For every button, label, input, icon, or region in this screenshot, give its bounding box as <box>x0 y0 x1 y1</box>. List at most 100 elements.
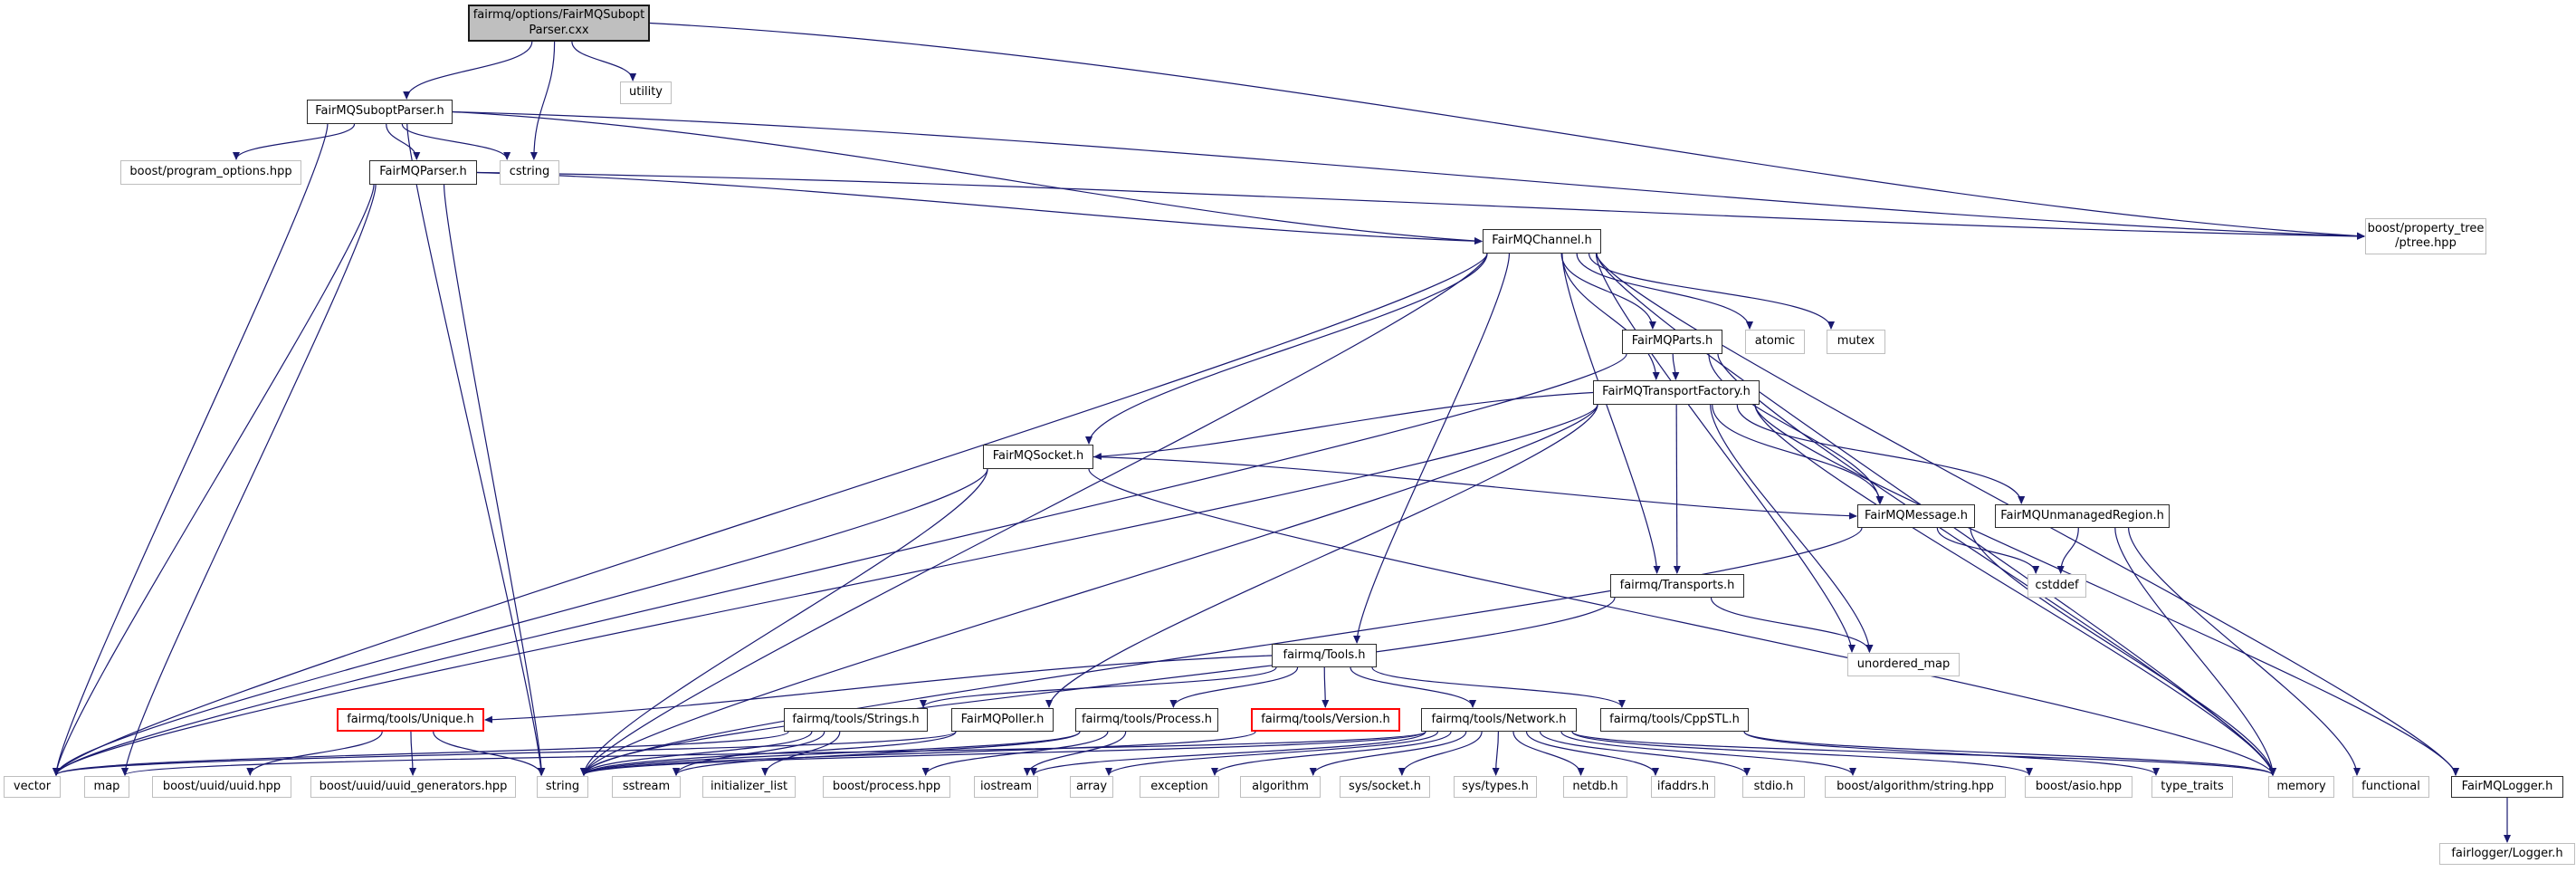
edge-strings_h-to-string <box>580 731 813 776</box>
edge-poller_h-to-vector <box>52 731 957 776</box>
node-algorithm: algorithm <box>1240 776 1321 798</box>
edge-channel_h-to-mutex <box>1588 253 1835 330</box>
edge-socket_h-to-message_h <box>1092 455 1857 520</box>
edge-transports_h-to-unordered_map <box>1710 597 1874 653</box>
edge-suboptparser_h-to-string <box>406 123 545 776</box>
edge-tools_h-to-version_h <box>1321 666 1330 708</box>
edge-process_h-to-string <box>580 731 1081 776</box>
node-transportfactory[interactable]: FairMQTransportFactory.h <box>1593 380 1760 405</box>
node-label-strings_h: fairmq/tools/Strings.h <box>792 712 920 726</box>
node-label-cxx: fairmq/options/FairMQSubopt Parser.cxx <box>472 8 645 37</box>
edge-suboptparser_h-to-parser_h <box>386 123 421 160</box>
edge-network_h-to-stdio <box>1539 731 1751 776</box>
edge-network_h-to-iostream <box>1030 731 1426 776</box>
node-sys_socket: sys/socket.h <box>1340 776 1430 798</box>
node-sstream: sstream <box>612 776 681 798</box>
edge-transportfactory-to-unmanaged <box>1736 404 2026 504</box>
edge-tools_h-to-unique_h <box>484 655 1273 723</box>
node-label-initializer_list: initializer_list <box>710 779 788 793</box>
node-transports_h[interactable]: fairmq/Transports.h <box>1610 574 1744 598</box>
node-label-sstream: sstream <box>622 779 671 793</box>
edge-unmanaged-to-functional <box>2128 527 2361 776</box>
edge-cxx-to-utility <box>571 41 637 81</box>
edge-socket_h-to-vector <box>52 468 988 776</box>
edge-parser_h-to-channel_h <box>476 171 1483 245</box>
node-label-uuid_hpp: boost/uuid/uuid.hpp <box>162 779 281 793</box>
edge-parts_h-to-vector <box>52 353 1627 776</box>
node-cstring: cstring <box>500 160 559 185</box>
node-label-process_hpp: boost/process.hpp <box>832 779 941 793</box>
node-strings_h[interactable]: fairmq/tools/Strings.h <box>784 708 928 732</box>
node-socket_h[interactable]: FairMQSocket.h <box>983 445 1093 469</box>
node-version_h[interactable]: fairmq/tools/Version.h <box>1251 708 1400 732</box>
node-cstddef: cstddef <box>2027 574 2086 598</box>
node-netdb: netdb.h <box>1563 776 1627 798</box>
node-parts_h[interactable]: FairMQParts.h <box>1622 330 1722 354</box>
node-label-sys_socket: sys/socket.h <box>1348 779 1422 793</box>
node-tools_h[interactable]: fairmq/Tools.h <box>1272 644 1377 667</box>
node-label-cstddef: cstddef <box>2035 578 2079 592</box>
node-logger_h[interactable]: FairMQLogger.h <box>2451 776 2563 798</box>
node-label-map: map <box>93 779 120 793</box>
node-label-transportfactory: FairMQTransportFactory.h <box>1602 385 1751 399</box>
edge-process_h-to-sstream <box>673 731 1081 776</box>
edge-channel_h-to-transportfactory <box>1561 253 1660 380</box>
node-label-boost_asio: boost/asio.hpp <box>2035 779 2123 793</box>
node-label-algorithm: algorithm <box>1252 779 1309 793</box>
edge-transportfactory-to-poller_h <box>1045 404 1598 708</box>
node-mutex: mutex <box>1827 330 1885 354</box>
edge-network_h-to-boost_asio <box>1571 731 2033 776</box>
edge-socket_h-to-string <box>580 468 988 776</box>
node-suboptparser_h[interactable]: FairMQSuboptParser.h <box>307 100 453 124</box>
node-ptree: boost/property_tree /ptree.hpp <box>2365 218 2486 254</box>
edge-network_h-to-boost_algo_string <box>1560 731 1856 776</box>
node-uuid_hpp: boost/uuid/uuid.hpp <box>152 776 291 798</box>
edge-parser_h-to-map <box>121 184 377 776</box>
edge-unique_h-to-uuid_hpp <box>246 731 383 776</box>
node-label-logger_h: FairMQLogger.h <box>2461 779 2553 793</box>
node-channel_h[interactable]: FairMQChannel.h <box>1483 229 1601 254</box>
node-label-tools_h: fairmq/Tools.h <box>1283 647 1366 662</box>
edge-suboptparser_h-to-channel_h <box>452 110 1483 244</box>
edge-transportfactory-to-transports_h <box>1673 404 1681 574</box>
edge-suboptparser_h-to-vector <box>52 123 329 776</box>
edge-unmanaged-to-cstddef <box>2056 527 2079 574</box>
node-label-unmanaged: FairMQUnmanagedRegion.h <box>2000 508 2164 522</box>
node-label-atomic: atomic <box>1754 334 1796 349</box>
edge-process_h-to-iostream <box>1023 731 1127 776</box>
edge-parts_h-to-message_h <box>1708 353 1884 504</box>
node-label-poller_h: FairMQPoller.h <box>960 712 1045 726</box>
edge-tools_h-to-strings_h <box>920 666 1277 708</box>
edge-version_h-to-string <box>580 731 1256 776</box>
node-label-iostream: iostream <box>979 779 1033 793</box>
node-ifaddrs: ifaddrs.h <box>1651 776 1715 798</box>
node-label-array: array <box>1075 779 1108 793</box>
node-exception: exception <box>1140 776 1219 798</box>
node-label-exception: exception <box>1150 779 1208 793</box>
node-process_h[interactable]: fairmq/tools/Process.h <box>1075 708 1218 732</box>
node-unmanaged[interactable]: FairMQUnmanagedRegion.h <box>1995 504 2170 528</box>
node-boost_asio: boost/asio.hpp <box>2025 776 2132 798</box>
node-label-functional: functional <box>2361 779 2420 793</box>
edge-network_h-to-exception <box>1211 731 1452 776</box>
node-uuid_gen: boost/uuid/uuid_generators.hpp <box>310 776 516 798</box>
node-unique_h[interactable]: fairmq/tools/Unique.h <box>337 708 484 732</box>
node-label-network_h: fairmq/tools/Network.h <box>1431 712 1567 726</box>
node-label-sys_types: sys/types.h <box>1462 779 1529 793</box>
node-label-program_options: boost/program_options.hpp <box>129 165 292 179</box>
edge-network_h-to-ifaddrs <box>1525 731 1659 776</box>
edge-network_h-to-string <box>580 731 1426 776</box>
edge-network_h-to-memory <box>1571 731 2276 776</box>
edge-channel_h-to-parts_h <box>1560 253 1656 330</box>
node-cppstl_h[interactable]: fairmq/tools/CppSTL.h <box>1600 708 1749 732</box>
edge-message_h-to-string <box>580 527 1863 776</box>
node-network_h[interactable]: fairmq/tools/Network.h <box>1421 708 1577 732</box>
node-parser_h[interactable]: FairMQParser.h <box>369 160 477 185</box>
node-message_h[interactable]: FairMQMessage.h <box>1857 504 1975 528</box>
edge-channel_h-to-string <box>580 253 1488 776</box>
node-cxx[interactable]: fairmq/options/FairMQSubopt Parser.cxx <box>468 5 650 42</box>
node-label-type_traits: type_traits <box>2161 779 2224 793</box>
node-poller_h[interactable]: FairMQPoller.h <box>951 708 1054 732</box>
edge-network_h-to-sys_types <box>1492 731 1500 776</box>
node-label-fairlogger: fairlogger/Logger.h <box>2451 846 2563 860</box>
